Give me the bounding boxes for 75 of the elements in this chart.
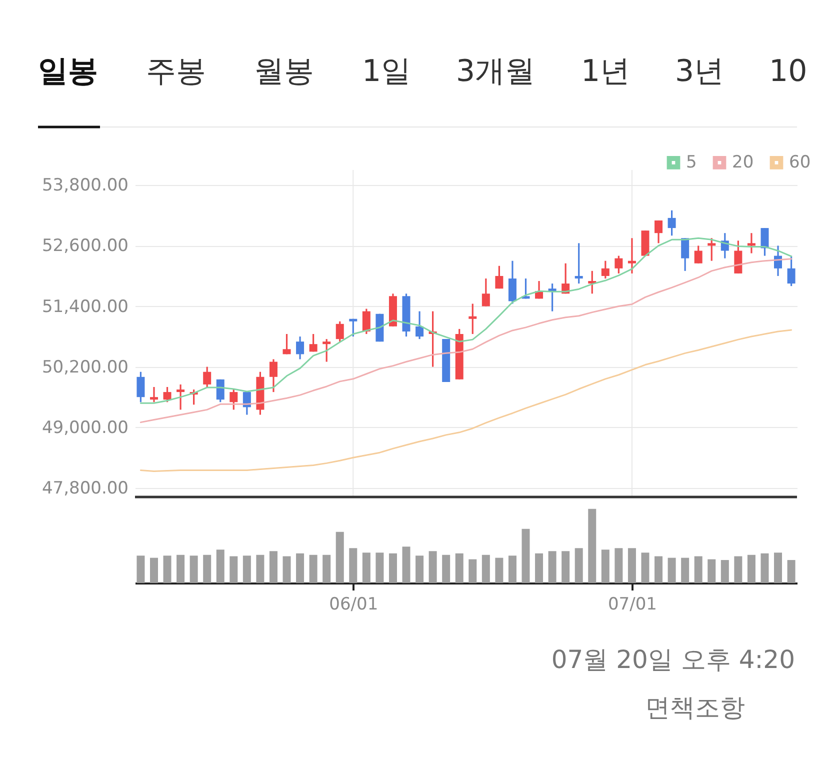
y-tick-label: 50,200.00 (42, 357, 128, 378)
bar (282, 556, 291, 583)
bar (747, 554, 756, 583)
bar (269, 551, 278, 583)
bar (376, 552, 384, 583)
bar (230, 556, 238, 583)
bar (163, 556, 172, 583)
bar (136, 556, 145, 583)
bar (388, 553, 397, 583)
bar (442, 554, 450, 583)
bar (694, 556, 702, 583)
legend-label: 5 (686, 152, 697, 173)
bar (428, 551, 437, 583)
bar (482, 554, 490, 583)
bar (760, 553, 769, 583)
bar (614, 548, 623, 583)
bar (176, 554, 185, 583)
y-tick-label: 52,600.00 (42, 236, 128, 256)
bar (362, 552, 370, 583)
bar (508, 556, 516, 583)
bar (535, 553, 544, 583)
bar (654, 556, 663, 583)
bar (574, 548, 583, 583)
bar (296, 553, 304, 583)
y-tick-label: 49,000.00 (42, 418, 128, 438)
bar (588, 508, 596, 583)
bar (708, 559, 716, 583)
bar (256, 554, 264, 583)
text: 면책조항 (645, 693, 745, 722)
bar (349, 548, 358, 583)
bar (402, 546, 410, 583)
text: 일봉 (38, 54, 98, 89)
text: 1일 (362, 54, 412, 89)
text: 주봉 (146, 54, 206, 89)
legend-label: 60 (789, 152, 811, 173)
bar (322, 554, 331, 583)
text: 1년 (581, 54, 630, 89)
bar (668, 558, 676, 583)
bar (242, 556, 251, 583)
y-tick-label: 53,800.00 (42, 176, 128, 196)
bar (681, 558, 690, 583)
bar (562, 551, 570, 583)
bar (548, 551, 556, 583)
bar (216, 550, 224, 583)
bar (720, 560, 729, 583)
bar (336, 532, 344, 583)
text: 07월 20일 오후 4:20 (551, 645, 795, 674)
bar (641, 552, 650, 583)
y-tick-label: 51,400.00 (42, 296, 128, 317)
bar (309, 554, 318, 583)
text: 10 (769, 54, 808, 89)
bar (455, 553, 464, 583)
text: 3개월 (456, 54, 536, 89)
candlestick (442, 339, 450, 382)
bar (522, 528, 530, 583)
candlestick (376, 313, 384, 342)
legend-label: 20 (732, 152, 754, 173)
bar (190, 556, 198, 583)
text: 3년 (675, 54, 724, 89)
bar (787, 560, 796, 583)
bar (734, 556, 742, 583)
x-tick-label: 06/01 (329, 594, 378, 614)
bar (601, 550, 610, 583)
candlestick (641, 230, 650, 257)
bar (150, 558, 158, 583)
bar (774, 552, 782, 583)
x-tick-label: 07/01 (608, 594, 657, 614)
bar (416, 556, 424, 583)
bar (203, 554, 212, 583)
bar (628, 548, 636, 583)
line-series (140, 329, 792, 472)
bar (468, 559, 477, 583)
text: 월봉 (254, 54, 314, 89)
bar (495, 558, 504, 583)
y-tick-label: 47,800.00 (42, 478, 128, 498)
